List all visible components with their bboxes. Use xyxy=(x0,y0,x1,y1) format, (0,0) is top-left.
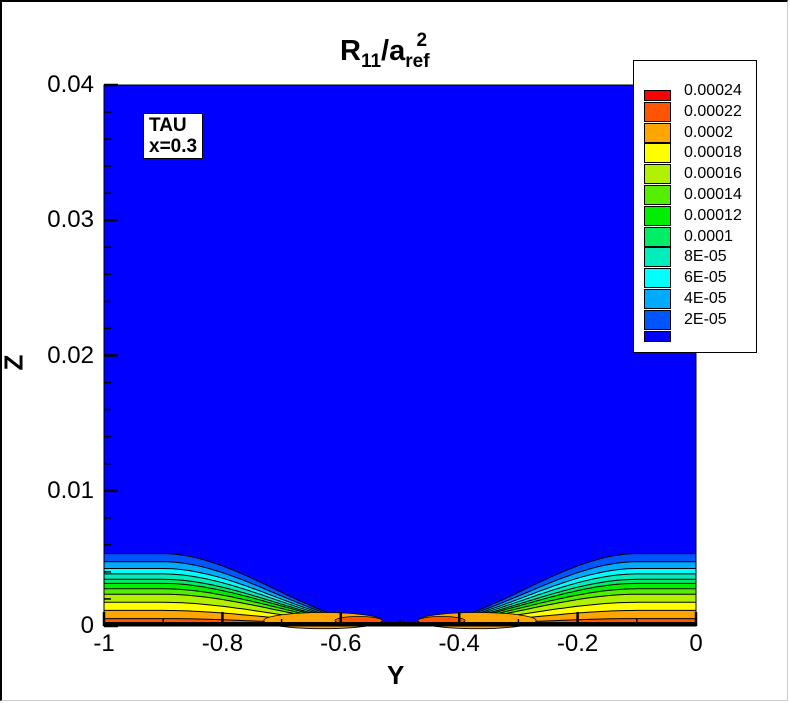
x-tick-label: -0.6 xyxy=(320,630,362,657)
x-axis-title: Y xyxy=(387,660,405,690)
x-tick-label: -0.4 xyxy=(438,630,480,657)
legend-label: 0.00014 xyxy=(684,186,742,203)
legend-swatch xyxy=(644,309,671,330)
contour-bands xyxy=(103,85,697,630)
legend-label: 4E-05 xyxy=(684,290,727,307)
legend-swatch xyxy=(644,143,671,164)
plot-border xyxy=(103,84,697,627)
legend-swatch xyxy=(644,268,671,289)
chart-title: R11/aref2 xyxy=(340,30,430,72)
legend-swatch-lowest xyxy=(644,330,671,342)
legend-item: 6E-05 xyxy=(644,268,754,289)
legend-item: 0.0001 xyxy=(644,226,754,248)
annotation-box: TAU x=0.3 xyxy=(143,113,204,159)
x-tick-label: 0 xyxy=(689,630,703,657)
legend-label: 0.0001 xyxy=(684,227,733,245)
legend-swatch xyxy=(644,289,671,309)
legend-swatch xyxy=(644,226,671,247)
legend-swatch xyxy=(644,164,671,185)
x-tick-label: -1 xyxy=(93,630,115,657)
y-tick-label: 0.01 xyxy=(47,476,94,504)
legend-item: 0.0002 xyxy=(644,122,754,144)
legend-swatch xyxy=(644,90,671,101)
legend-label: 0.0002 xyxy=(684,123,733,141)
legend-item: 0.00022 xyxy=(644,101,754,123)
legend-item: 8E-05 xyxy=(644,247,754,268)
legend-label: 8E-05 xyxy=(684,248,727,266)
y-tick-label: 0 xyxy=(80,612,94,639)
legend-swatch xyxy=(644,247,671,268)
legend-label: 2E-05 xyxy=(684,310,727,328)
legend-label: 6E-05 xyxy=(684,269,727,287)
legend-item: 0.00024 xyxy=(644,81,754,102)
legend-item: 0.00018 xyxy=(644,143,754,164)
legend-label: 0.00018 xyxy=(684,144,742,162)
legend-item: 0.00014 xyxy=(644,185,754,206)
legend-swatch xyxy=(644,122,671,143)
y-tick-label: 0.02 xyxy=(47,341,94,369)
y-tick-label: 0.03 xyxy=(47,206,94,234)
y-axis-title: Z xyxy=(0,354,29,371)
legend-swatch xyxy=(644,205,671,226)
x-tick-label: -0.8 xyxy=(201,630,244,657)
annotation-line-solver: TAU xyxy=(149,115,187,136)
legend-label: 0.00024 xyxy=(684,82,742,99)
legend-swatch xyxy=(644,185,671,205)
legend-item: 4E-05 xyxy=(644,289,754,310)
legend-item: 2E-05 xyxy=(644,309,754,331)
legend-item: 0.00016 xyxy=(644,164,754,185)
legend-item: 0.00012 xyxy=(644,205,754,227)
annotation-line-position: x=0.3 xyxy=(149,136,198,157)
legend-swatch xyxy=(644,101,671,122)
y-tick-label: 0.04 xyxy=(47,71,94,98)
legend-label: 0.00012 xyxy=(684,206,742,224)
x-tick-label: -0.2 xyxy=(556,630,599,657)
color-legend: 0.00024 0.00022 0.0002 0.00018 0.00016 0.0001… xyxy=(633,60,757,353)
legend-label: 0.00016 xyxy=(684,165,742,183)
legend-label: 0.00022 xyxy=(684,102,742,120)
